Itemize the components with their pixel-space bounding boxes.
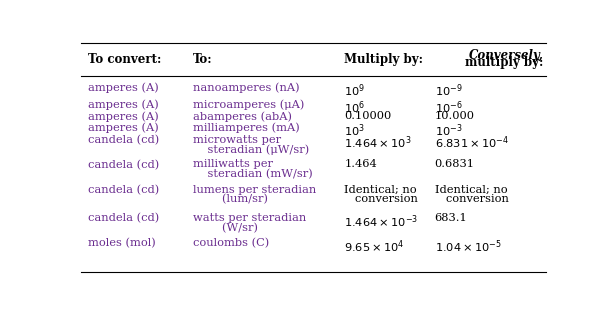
Text: 10.000: 10.000: [435, 111, 474, 121]
Text: microwatts per: microwatts per: [193, 135, 281, 145]
Text: $10^{-9}$: $10^{-9}$: [435, 83, 462, 100]
Text: Conversely,: Conversely,: [469, 49, 543, 62]
Text: 0.6831: 0.6831: [435, 160, 474, 169]
Text: $10^{-3}$: $10^{-3}$: [435, 123, 462, 139]
Text: Identical; no: Identical; no: [435, 185, 507, 195]
Text: nanoamperes (nA): nanoamperes (nA): [193, 83, 299, 93]
Text: 683.1: 683.1: [435, 213, 468, 223]
Text: conversion: conversion: [345, 194, 419, 204]
Text: steradian (μW/sr): steradian (μW/sr): [193, 144, 309, 155]
Text: (lum/sr): (lum/sr): [193, 194, 267, 205]
Text: $10^3$: $10^3$: [345, 123, 365, 139]
Text: (W/sr): (W/sr): [193, 223, 258, 233]
Text: $1.464 \times 10^{-3}$: $1.464 \times 10^{-3}$: [345, 213, 419, 230]
Text: multiply by:: multiply by:: [465, 56, 543, 69]
Text: candela (cd): candela (cd): [88, 213, 160, 223]
Text: $10^6$: $10^6$: [345, 99, 365, 116]
Text: $1.04 \times 10^{-5}$: $1.04 \times 10^{-5}$: [435, 238, 501, 255]
Text: abamperes (abA): abamperes (abA): [193, 111, 292, 122]
Text: candela (cd): candela (cd): [88, 160, 160, 170]
Text: watts per steradian: watts per steradian: [193, 213, 306, 223]
Text: $10^{-6}$: $10^{-6}$: [435, 99, 462, 116]
Text: candela (cd): candela (cd): [88, 185, 160, 195]
Text: lumens per steradian: lumens per steradian: [193, 185, 316, 195]
Text: $9.65 \times 10^4$: $9.65 \times 10^4$: [345, 238, 405, 255]
Text: $1.464 \times 10^3$: $1.464 \times 10^3$: [345, 135, 412, 151]
Text: candela (cd): candela (cd): [88, 135, 160, 145]
Text: moles (mol): moles (mol): [88, 238, 156, 248]
Text: steradian (mW/sr): steradian (mW/sr): [193, 169, 313, 179]
Text: amperes (A): amperes (A): [88, 111, 159, 122]
Text: Multiply by:: Multiply by:: [345, 53, 424, 66]
Text: conversion: conversion: [435, 194, 509, 204]
Text: 1.464: 1.464: [345, 160, 377, 169]
Text: microamperes (μA): microamperes (μA): [193, 99, 304, 110]
Text: 0.10000: 0.10000: [345, 111, 392, 121]
Text: amperes (A): amperes (A): [88, 123, 159, 133]
Text: milliwatts per: milliwatts per: [193, 160, 273, 169]
Text: $6.831 \times 10^{-4}$: $6.831 \times 10^{-4}$: [435, 135, 509, 151]
Text: milliamperes (mA): milliamperes (mA): [193, 123, 299, 133]
Text: $10^9$: $10^9$: [345, 83, 365, 100]
Text: amperes (A): amperes (A): [88, 99, 159, 110]
Text: coulombs (C): coulombs (C): [193, 238, 269, 248]
Text: amperes (A): amperes (A): [88, 83, 159, 93]
Text: Identical; no: Identical; no: [345, 185, 417, 195]
Text: To convert:: To convert:: [88, 53, 162, 66]
Text: To:: To:: [193, 53, 212, 66]
